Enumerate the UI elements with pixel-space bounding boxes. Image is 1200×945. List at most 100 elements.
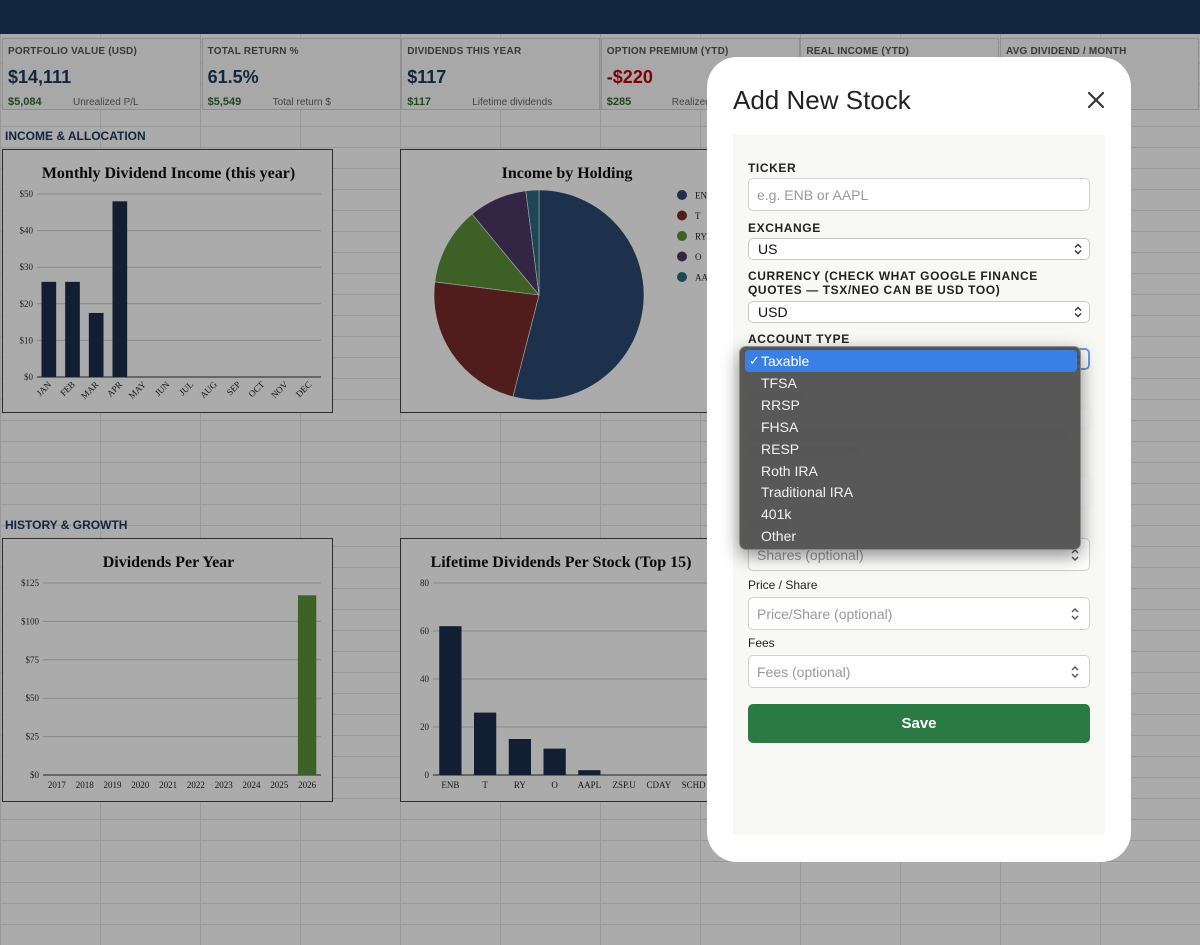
- kpi-label: AVG DIVIDEND / MONTH: [1006, 46, 1127, 57]
- x-tick-label: 2023: [215, 780, 234, 790]
- kpi-sub-value: $5,549: [207, 96, 242, 108]
- dividends-per-year-chart: Dividends Per Year $0 $25 $50 $75 $100 $125 201…: [2, 538, 333, 802]
- dropdown-option-label: Roth IRA: [761, 462, 818, 479]
- kpi-value: $14,111: [8, 67, 72, 87]
- y-tick-label: $50: [26, 693, 40, 703]
- y-tick-label: $10: [20, 335, 34, 345]
- stepper-icon[interactable]: [1070, 665, 1080, 679]
- chevron-updown-icon: [1074, 306, 1082, 318]
- exchange-select[interactable]: US: [748, 238, 1090, 260]
- y-tick-label: 40: [420, 674, 430, 684]
- dropdown-option[interactable]: RRSP: [745, 394, 1077, 416]
- fees-label: Fees: [748, 636, 775, 650]
- monthly-dividend-chart: Monthly Dividend Income (this year) $0 $10…: [2, 149, 333, 413]
- close-icon[interactable]: [1085, 89, 1107, 111]
- ticker-label: TICKER: [748, 161, 797, 175]
- dropdown-option[interactable]: 401k: [745, 503, 1077, 525]
- ticker-input[interactable]: [748, 178, 1090, 211]
- dropdown-option-label: RESP: [761, 440, 800, 457]
- dropdown-option[interactable]: RESP: [745, 438, 1077, 460]
- price-input[interactable]: Price/Share (optional): [748, 597, 1090, 630]
- shares-placeholder: Shares (optional): [757, 547, 864, 563]
- chart-title: Lifetime Dividends Per Stock (Top 15): [431, 554, 692, 571]
- y-tick-label: $20: [20, 299, 34, 309]
- kpi-card: TOTAL RETURN % 61.5% $5,549 Total return $: [201, 38, 401, 110]
- dropdown-option[interactable]: FHSA: [745, 416, 1077, 438]
- pie-slice: [433, 281, 540, 398]
- y-tick-label: 60: [420, 626, 430, 636]
- x-tick-label: O: [551, 780, 558, 790]
- y-tick-label: 0: [425, 770, 430, 780]
- bar: [41, 281, 57, 377]
- bar: [112, 201, 128, 377]
- section-title-history: HISTORY & GROWTH: [5, 518, 128, 532]
- legend-swatch: [677, 251, 687, 262]
- dropdown-option-label: 401k: [761, 506, 792, 523]
- x-tick-label: 2021: [159, 780, 177, 790]
- bar: [297, 595, 317, 775]
- x-tick-label: AAPL: [578, 780, 602, 790]
- kpi-label: PORTFOLIO VALUE (USD): [8, 46, 138, 57]
- x-tick-label: RY: [514, 780, 527, 790]
- account-type-label: ACCOUNT TYPE: [748, 332, 850, 346]
- currency-select-value: USD: [758, 304, 788, 320]
- y-tick-label: 80: [420, 578, 430, 588]
- fees-placeholder: Fees (optional): [757, 664, 851, 680]
- dropdown-option[interactable]: Other: [745, 525, 1077, 547]
- kpi-card: DIVIDENDS THIS YEAR $117 $117 Lifetime divi…: [401, 38, 601, 110]
- legend-label: EN: [695, 191, 707, 201]
- x-tick-label: 2017: [48, 780, 67, 790]
- kpi-sub-label: Realized: [671, 97, 711, 108]
- dropdown-option[interactable]: Traditional IRA: [745, 481, 1077, 503]
- bar: [439, 626, 462, 775]
- fees-input[interactable]: Fees (optional): [748, 655, 1090, 688]
- section-title-income: INCOME & ALLOCATION: [5, 129, 146, 143]
- legend-swatch: [677, 190, 687, 200]
- y-tick-label: $30: [20, 262, 34, 272]
- x-tick-label: ZSP.U: [612, 780, 636, 790]
- dropdown-option[interactable]: Roth IRA: [745, 460, 1077, 482]
- x-tick-label: ENB: [441, 780, 459, 790]
- dropdown-option-label: Traditional IRA: [761, 484, 854, 501]
- kpi-sub-label: Total return $: [272, 97, 331, 108]
- currency-select[interactable]: USD: [748, 301, 1090, 323]
- bar: [88, 312, 104, 377]
- exchange-label: EXCHANGE: [748, 221, 821, 235]
- save-button[interactable]: Save: [748, 704, 1090, 743]
- legend-label: AA: [695, 273, 708, 283]
- chart-title: Monthly Dividend Income (this year): [42, 165, 295, 182]
- dropdown-option[interactable]: TFSA: [745, 372, 1077, 394]
- y-tick-label: $40: [20, 226, 34, 236]
- kpi-label: REAL INCOME (YTD): [806, 46, 910, 57]
- y-tick-label: $75: [26, 655, 40, 665]
- dropdown-option-label: Taxable: [761, 353, 810, 369]
- kpi-card: PORTFOLIO VALUE (USD) $14,111 $5,084 Unreal…: [2, 38, 201, 110]
- bar: [578, 770, 601, 775]
- chevron-updown-icon: [1074, 243, 1082, 255]
- kpi-label: TOTAL RETURN %: [207, 46, 299, 57]
- chart-title: Dividends Per Year: [103, 554, 235, 571]
- kpi-value: -$220: [606, 67, 653, 87]
- dropdown-option[interactable]: ✓ Taxable: [745, 350, 1077, 372]
- x-tick-label: T: [482, 780, 488, 790]
- y-tick-label: $25: [26, 732, 40, 742]
- legend-label: RY: [695, 232, 708, 242]
- account-type-dropdown: ✓ Taxable TFSA RRSP FHSA RESP Roth IRA Traditio…: [739, 346, 1081, 550]
- legend-swatch: [677, 231, 687, 241]
- y-tick-label: $0: [24, 372, 34, 382]
- kpi-sub-value: $5,084: [8, 96, 42, 108]
- lifetime-dividends-per-stock-chart: Lifetime Dividends Per Stock (Top 15) 0 20…: [400, 538, 720, 802]
- kpi-sub-value: $117: [407, 96, 432, 108]
- stepper-icon[interactable]: [1070, 548, 1080, 562]
- stepper-icon[interactable]: [1070, 607, 1080, 621]
- modal-title: Add New Stock: [733, 85, 911, 115]
- x-tick-label: 2019: [104, 780, 123, 790]
- dropdown-option-label: FHSA: [761, 418, 799, 435]
- bar: [474, 712, 497, 775]
- kpi-label: DIVIDENDS THIS YEAR: [407, 46, 522, 57]
- dropdown-option-label: Other: [761, 528, 797, 545]
- dropdown-option-label: TFSA: [761, 374, 797, 391]
- x-tick-label: CDAY: [647, 780, 672, 790]
- pie-slice: [525, 189, 540, 296]
- currency-label: CURRENCY (CHECK WHAT GOOGLE FINANCE QUOT…: [748, 269, 1038, 297]
